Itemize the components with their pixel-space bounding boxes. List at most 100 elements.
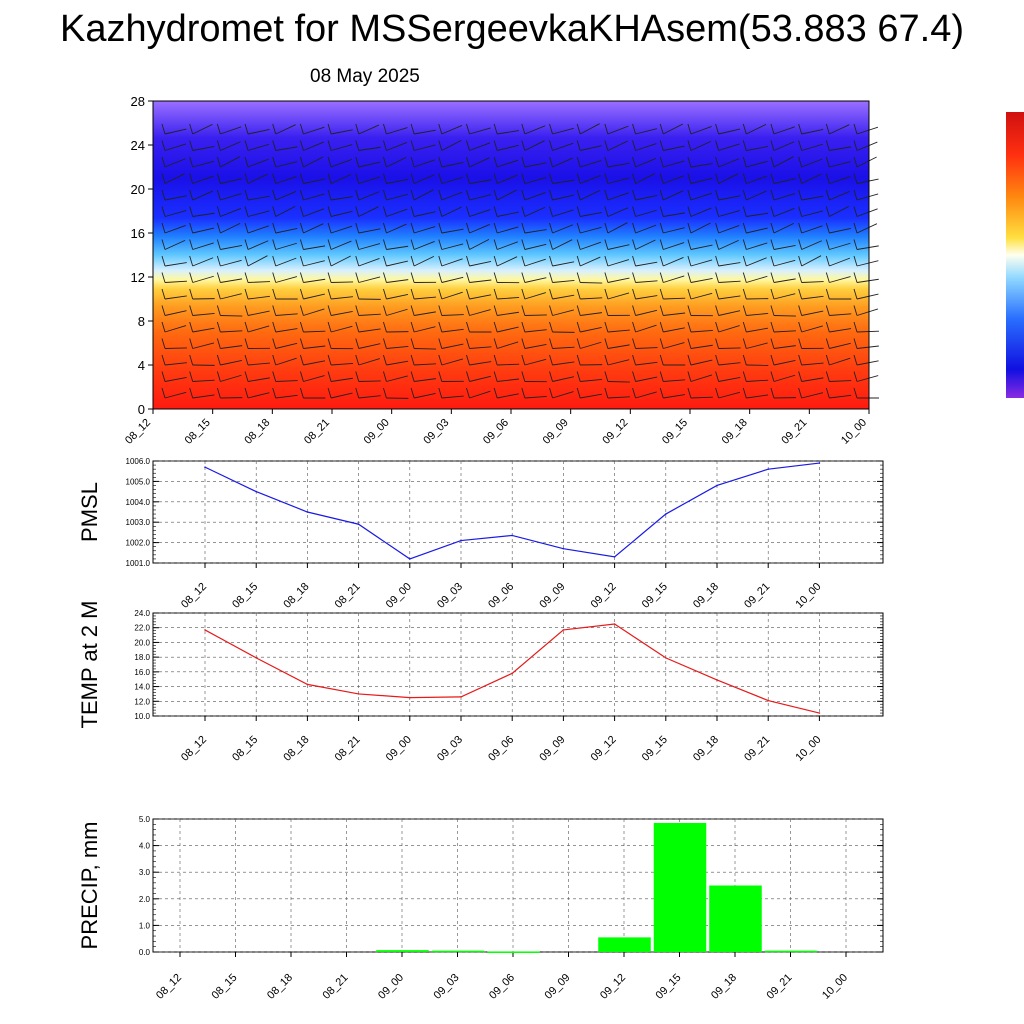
wind-barb [441,291,463,300]
wind-barb [358,343,381,349]
wind-barb [801,255,822,267]
wind-barb [632,288,636,300]
precip-bar [709,885,762,952]
wind-barb [801,240,822,250]
wind-barb [272,255,277,267]
wind-barb [635,128,658,135]
wind-barb [607,359,630,366]
wind-barb [220,278,243,283]
wind-barb [853,272,858,283]
wind-barb [330,144,353,151]
wind-barb [272,354,277,366]
wind-barb [798,140,803,151]
wind-barb [770,222,775,234]
wind-barb [220,359,242,366]
wind-barb [742,189,747,201]
wind-barb [801,143,823,151]
wind-barb [770,123,775,135]
wind-barb [410,272,415,283]
wind-barb [272,173,277,184]
wind-barb [632,272,636,283]
wind-barb [272,222,277,234]
wind-barb [856,223,878,234]
wind-barb [773,278,796,283]
data-point [409,558,411,560]
wind-barb [856,330,880,333]
wind-barb [493,189,498,201]
wind-barb [414,144,436,151]
wind-barb [690,192,712,201]
wind-barb [856,260,879,267]
wind-barb [164,128,187,135]
wind-barb [829,176,851,184]
wind-barb [355,173,360,184]
wind-barb [386,223,407,234]
x-tick-label: 09_06 [481,417,511,447]
wind-barb [438,288,443,300]
wind-barb [299,305,304,316]
wind-barb [383,305,387,316]
wind-barb [687,288,692,300]
wind-barb [355,338,360,349]
wind-barb [690,177,713,184]
wind-barb [493,156,498,168]
wind-barb [441,206,462,217]
wind-barb [798,156,803,168]
wind-barb [272,338,277,349]
data-point [818,462,821,464]
wind-barb [299,206,304,217]
wind-barb [272,305,277,316]
wind-barb [690,344,713,349]
wind-barb [632,305,636,316]
wind-barb [773,208,795,217]
wind-barb [825,288,830,300]
wind-barb [327,354,332,366]
wind-barb [853,288,858,300]
x-tick-label: 08_12 [179,581,209,611]
wind-barb [386,308,408,316]
wind-barb [635,347,658,349]
y-tick-label: 4 [138,358,145,373]
wind-barb [687,387,692,399]
wind-barb [192,242,214,250]
wind-barb [524,277,547,283]
wind-barb [355,387,360,399]
y-tick-label: 8 [138,314,145,329]
wind-barb [272,156,277,168]
wind-barb [441,258,463,267]
wind-barb [386,156,407,168]
wind-barb [825,222,830,234]
wind-barb [690,222,711,234]
wind-barb [303,260,325,267]
wind-barb [355,272,360,283]
wind-barb [299,371,304,382]
wind-barb [413,174,435,184]
wind-barb [549,371,553,382]
wind-barb [770,305,775,316]
data-point [562,547,565,550]
wind-barb [275,328,298,333]
wind-barb [576,222,581,234]
wind-barb [742,321,747,333]
wind-barb [466,239,470,250]
wind-barb [853,354,858,366]
wind-barb [576,305,581,316]
wind-barb [383,272,387,283]
wind-barb [303,345,326,349]
wind-barb [331,281,354,283]
wind-barb [715,173,720,184]
wind-barb [189,272,194,283]
wind-barb [742,371,747,382]
x-tick-label: 08_15 [230,581,260,611]
wind-barb [746,190,767,201]
wind-barb [801,195,824,201]
wind-barb [164,158,186,168]
wind-barb [189,239,194,250]
wind-barb [659,321,664,333]
wind-barb [718,325,740,333]
wind-barb [220,293,242,300]
wind-barb [690,259,713,267]
wind-barb [715,321,720,333]
wind-barb [770,255,775,267]
wind-barb [773,315,796,317]
